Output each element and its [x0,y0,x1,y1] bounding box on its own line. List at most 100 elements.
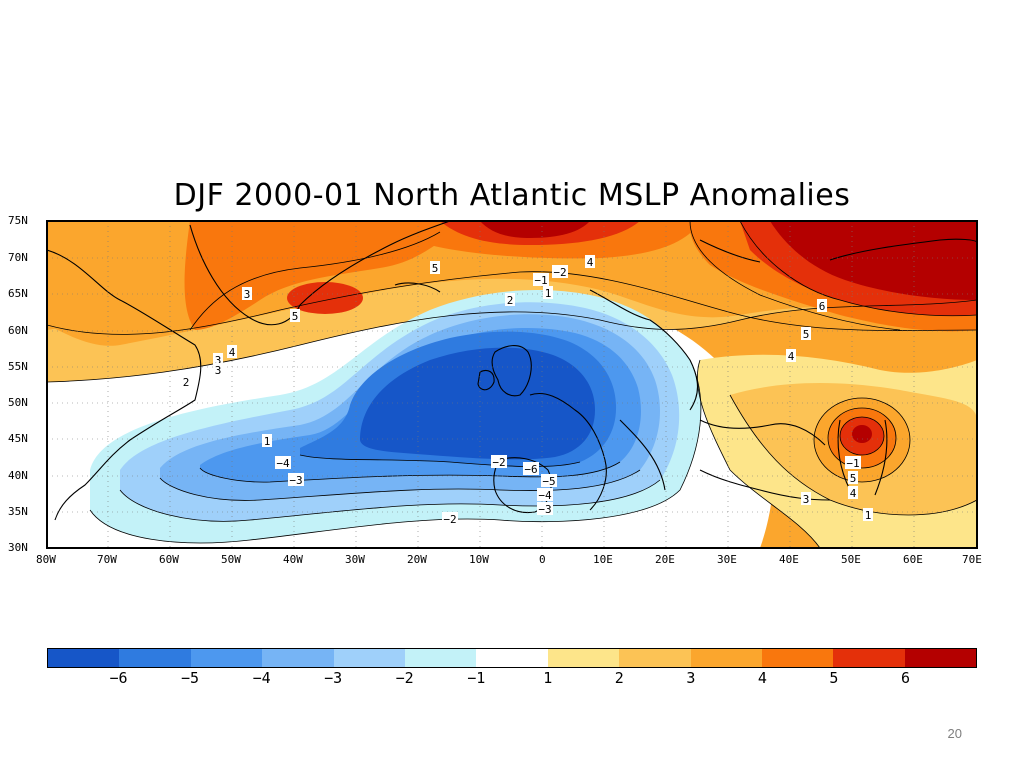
contour-label: 3 [213,353,223,367]
svg-text:−1: −1 [534,274,547,287]
colorbar [47,648,977,668]
lat-label: 60N [8,324,28,337]
colorbar-tick-label: −5 [181,669,200,687]
colorbar-segment [48,649,120,667]
lat-label: 30N [8,541,28,554]
colorbar-tick-label: −6 [109,669,128,687]
svg-text:5: 5 [850,472,857,485]
svg-text:5: 5 [432,262,439,275]
contour-label: 5 [430,261,440,275]
field-greenland-high [184,221,471,330]
colorbar-segment [833,649,905,667]
colorbar-segment [333,649,405,667]
coastlines [47,221,977,521]
svg-text:2: 2 [183,376,190,389]
lat-label: 45N [8,432,28,445]
contour-label: −2 [491,455,507,469]
lon-label: 70E [962,553,982,566]
colorbar-segment [547,649,620,667]
contour-label: −1 [845,456,861,470]
lat-label: 50N [8,396,28,409]
graticule [47,221,977,548]
lon-label: 60E [903,553,923,566]
lon-label: 30W [345,553,365,566]
contour-label: 3 [242,287,252,301]
colorbar-segment [690,649,762,667]
colorbar-tick-label: 3 [686,669,696,687]
lon-label: 80W [36,553,56,566]
svg-text:1: 1 [545,287,552,300]
lon-label: 20E [655,553,675,566]
svg-text:5: 5 [803,328,810,341]
lon-label: 70W [97,553,117,566]
colorbar-segment [904,649,977,667]
lon-label: 50W [221,553,241,566]
contour-label: −3 [288,473,304,487]
lon-label: 60W [159,553,179,566]
svg-text:−2: −2 [443,513,456,526]
colorbar-segment [190,649,263,667]
contour-label: 2 [505,293,515,307]
colorbar-tick-label: 1 [543,669,553,687]
contour-label: −6 [523,462,539,476]
contour-label: 1 [863,508,873,522]
contour-label: −4 [275,456,291,470]
colorbar-tick-label: 5 [829,669,839,687]
colorbar-tick-label: −1 [467,669,486,687]
svg-text:3: 3 [244,288,251,301]
svg-text:6: 6 [819,300,826,313]
svg-text:−2: −2 [492,456,505,469]
lon-label: 0 [539,553,546,566]
lon-label: 20W [407,553,427,566]
svg-text:2: 2 [507,294,514,307]
contour-label: 3 [801,492,811,506]
contour-label: 2 [181,375,191,389]
svg-text:−1: −1 [846,457,859,470]
svg-text:−3: −3 [289,474,302,487]
lon-label: 10W [469,553,489,566]
lat-label: 55N [8,360,28,373]
contour-label: −5 [541,474,557,488]
colorbar-tick-label: 4 [757,669,767,687]
contour-label: 4 [786,349,796,363]
chart-title: DJF 2000-01 North Atlantic MSLP Anomalie… [173,178,851,213]
lon-label: 40E [779,553,799,566]
svg-text:4: 4 [850,487,857,500]
svg-text:3: 3 [215,354,222,367]
page-number: 20 [947,726,962,741]
contour-label: 4 [585,255,595,269]
colorbar-tick-label: −4 [252,669,271,687]
svg-text:−3: −3 [538,503,551,516]
contour-label: −2 [552,265,568,279]
contour-label: 4 [848,486,858,500]
svg-text:4: 4 [788,350,795,363]
contour-label: 6 [817,299,827,313]
contour-label: 1 [543,286,553,300]
lat-label: 70N [8,251,28,264]
contour-label: −2 [442,512,458,526]
svg-text:5: 5 [292,310,299,323]
svg-text:−4: −4 [276,457,290,470]
colorbar-segment [404,649,477,667]
contour-label: 3 [213,363,223,377]
contour-label: −4 [537,488,553,502]
colorbar-segment [262,649,334,667]
colorbar-segment [119,649,191,667]
svg-text:1: 1 [264,435,271,448]
colorbar-segment [619,649,691,667]
lon-label: 10E [593,553,613,566]
colorbar-tick-label: −3 [324,669,343,687]
svg-text:−2: −2 [553,266,566,279]
contour-label: 5 [290,309,300,323]
contour-label: −1 [533,273,549,287]
contour-label: 5 [801,327,811,341]
lat-label: 35N [8,505,28,518]
svg-text:3: 3 [215,364,222,377]
contour-label: 5 [848,471,858,485]
colorbar-tick-label: 2 [614,669,624,687]
lon-label: 40W [283,553,303,566]
lat-label: 75N [8,214,28,227]
